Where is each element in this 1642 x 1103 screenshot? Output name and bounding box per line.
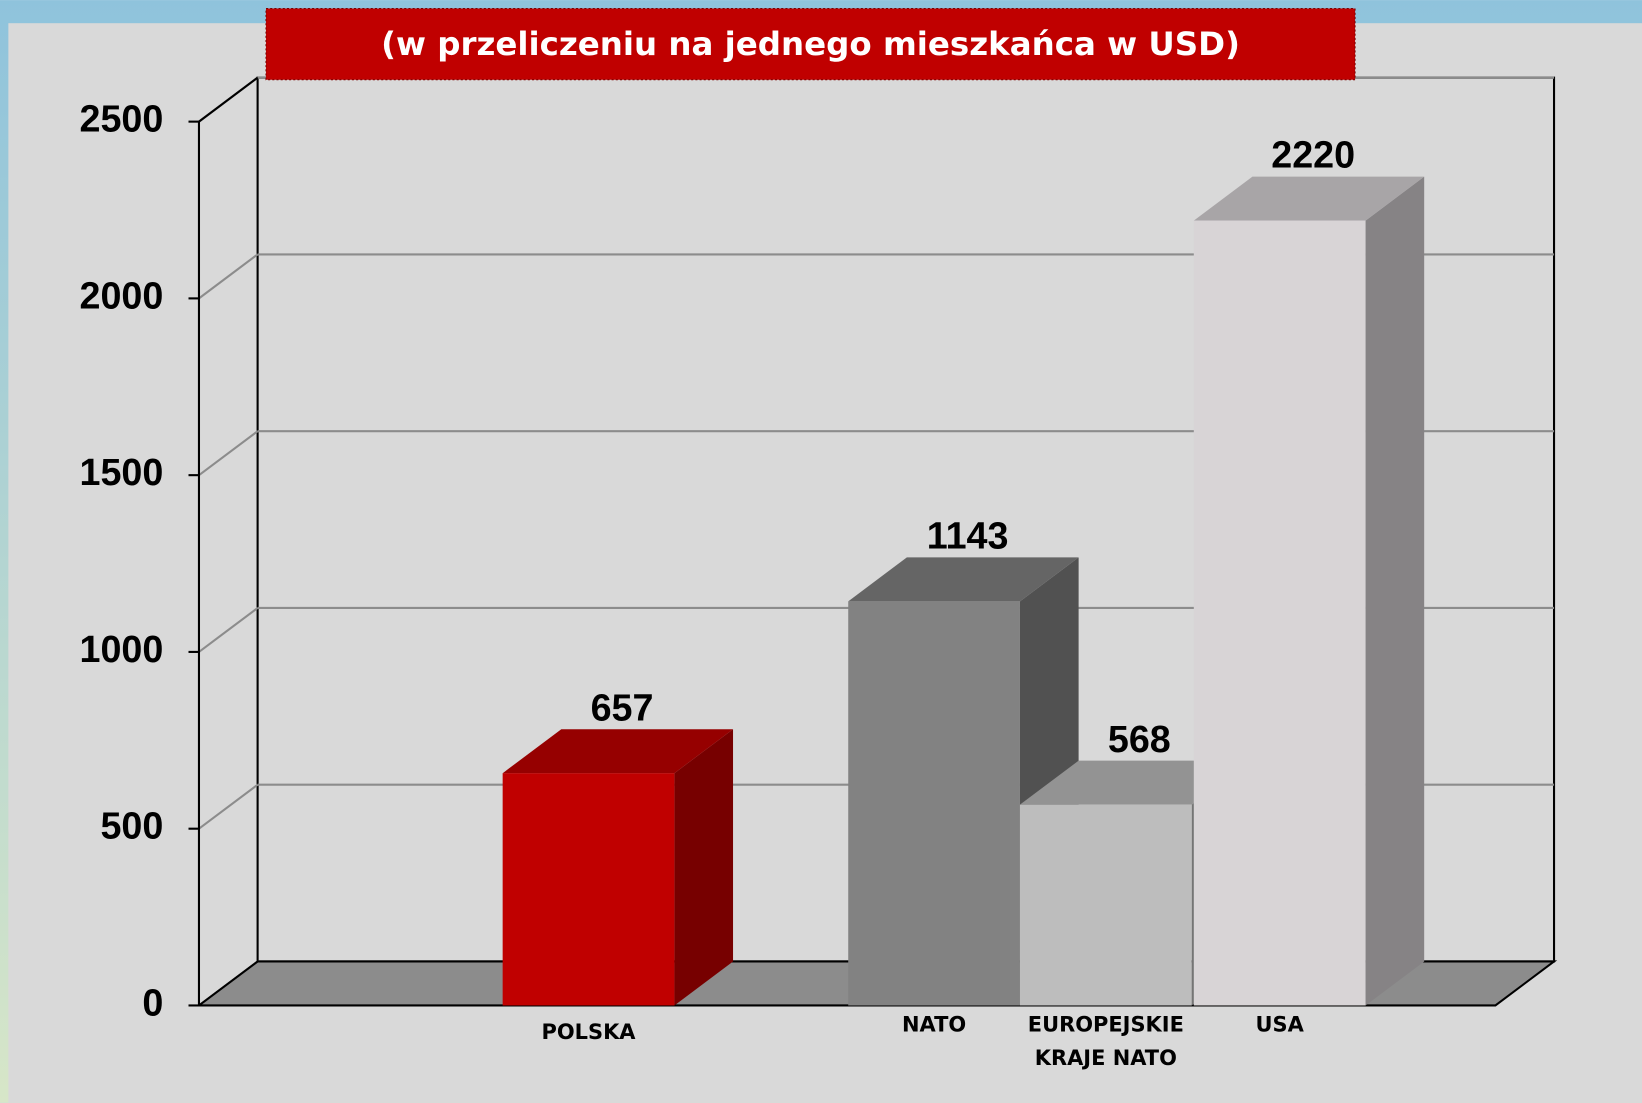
y-tick-label: 0 <box>142 981 163 1023</box>
tick-connector <box>198 783 259 830</box>
bar-front <box>1019 804 1192 1006</box>
title-box <box>265 8 1356 81</box>
x-label-box: NATO <box>901 1011 967 1037</box>
bar-front <box>848 601 1020 1006</box>
chart-title: (w przeliczeniu na jednego mieszkańca w … <box>381 25 1240 63</box>
tick-connector <box>198 253 259 300</box>
value-label: 1143 <box>927 514 1009 556</box>
x-tick-label: POLSKA <box>541 1019 636 1045</box>
y-tick-label: 500 <box>100 805 163 847</box>
x-label-box: USA <box>1255 1011 1304 1037</box>
x-tick-label: EUROPEJSKIE KRAJE NATO <box>1027 1011 1184 1071</box>
tick-connector <box>198 607 259 653</box>
x-tick-label: NATO <box>901 1011 967 1037</box>
x-label-box: EUROPEJSKIE KRAJE NATO <box>1027 1011 1184 1071</box>
bar <box>502 729 734 1006</box>
value-label: 2220 <box>1271 134 1355 176</box>
y-tick-label: 2000 <box>80 274 164 316</box>
y-tick-label: 1500 <box>80 451 164 493</box>
bar <box>1193 176 1425 1006</box>
bar-side <box>1365 176 1425 1006</box>
tick-connector <box>198 430 259 476</box>
bar-side <box>674 729 734 1006</box>
y-axis-top <box>198 76 259 123</box>
y-tick-label: 1000 <box>80 628 164 670</box>
bar-top <box>1019 760 1251 805</box>
bar-front <box>1193 220 1366 1006</box>
plot: 0 500 1000 1500 2000 2500 657 POLSKA 1143 NATO 568… <box>80 76 1558 1071</box>
bar-front <box>502 773 675 1006</box>
x-tick-label: USA <box>1255 1011 1304 1037</box>
bar-top <box>848 557 1079 602</box>
bar-top <box>1193 176 1425 221</box>
y-tick-label: 2500 <box>80 98 164 140</box>
x-label-box: POLSKA <box>541 1019 636 1045</box>
value-label: 568 <box>1108 718 1171 760</box>
value-label: 657 <box>591 686 654 728</box>
bar-top <box>502 729 734 774</box>
bar <box>848 557 1079 1006</box>
